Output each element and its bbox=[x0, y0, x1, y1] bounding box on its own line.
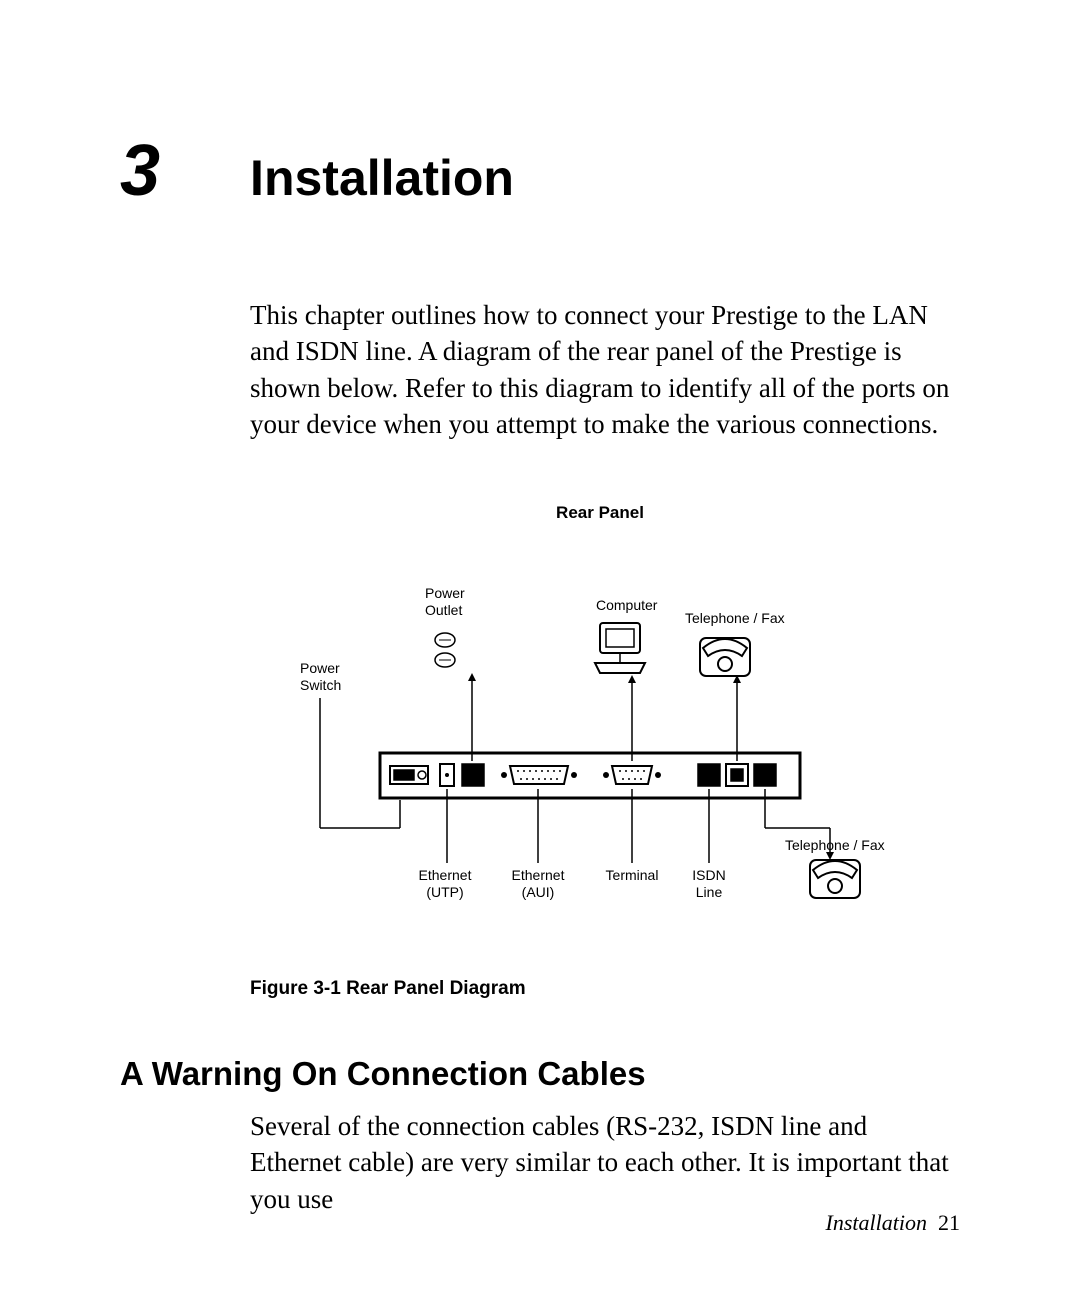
rear-panel-diagram: Power Switch Power Outlet Computer bbox=[290, 568, 910, 908]
label-eth-utp-1: Ethernet bbox=[419, 867, 472, 883]
label-terminal: Terminal bbox=[606, 867, 659, 883]
label-isdn-2: Line bbox=[696, 884, 723, 900]
figure-caption: Figure 3-1 Rear Panel Diagram bbox=[250, 978, 960, 1000]
label-computer: Computer bbox=[596, 597, 658, 613]
label-eth-aui-2: (AUI) bbox=[522, 884, 555, 900]
diagram-container: Rear Panel bbox=[250, 503, 950, 908]
label-power-outlet-1: Power bbox=[425, 585, 465, 601]
phone-icon-bottom bbox=[810, 860, 860, 898]
label-isdn-1: ISDN bbox=[692, 867, 725, 883]
phone-icon-top bbox=[700, 638, 750, 676]
chapter-number: 3 bbox=[120, 135, 160, 207]
section-block: Several of the connection cables (RS-232… bbox=[250, 1108, 950, 1217]
label-tel-fax-bottom: Telephone / Fax bbox=[785, 837, 885, 853]
label-eth-aui-1: Ethernet bbox=[512, 867, 565, 883]
section-paragraph: Several of the connection cables (RS-232… bbox=[250, 1108, 950, 1217]
section-heading: A Warning On Connection Cables bbox=[120, 1055, 960, 1093]
diagram-title: Rear Panel bbox=[290, 503, 910, 523]
footer-page-number: 21 bbox=[938, 1210, 960, 1235]
intro-paragraph: This chapter outlines how to connect you… bbox=[250, 297, 950, 443]
computer-icon bbox=[595, 623, 645, 673]
footer-label: Installation bbox=[826, 1210, 927, 1235]
label-power-switch-2: Switch bbox=[300, 677, 341, 693]
chapter-header: 3 Installation bbox=[120, 135, 960, 207]
label-tel-fax-top: Telephone / Fax bbox=[685, 610, 785, 626]
page-footer: Installation 21 bbox=[826, 1210, 960, 1236]
label-eth-utp-2: (UTP) bbox=[426, 884, 463, 900]
chapter-title: Installation bbox=[250, 153, 514, 203]
intro-block: This chapter outlines how to connect you… bbox=[250, 297, 950, 443]
label-power-outlet-2: Outlet bbox=[425, 602, 462, 618]
label-power-switch-1: Power bbox=[300, 660, 340, 676]
